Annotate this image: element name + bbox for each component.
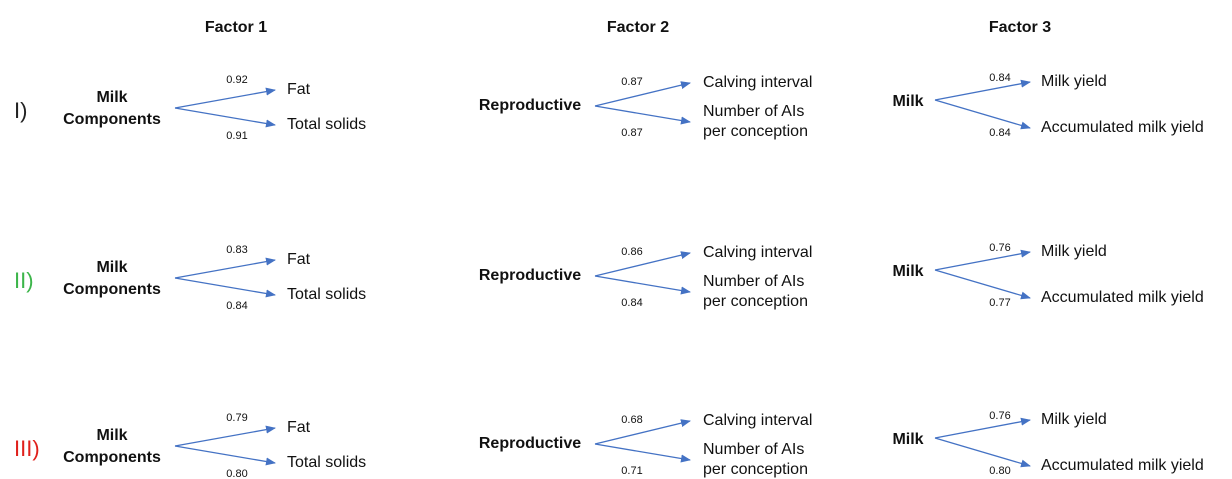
loading: 0.91 — [226, 130, 247, 142]
source-label: Reproductive — [479, 267, 581, 284]
loading: 0.84 — [989, 127, 1010, 139]
arrow — [174, 87, 276, 109]
target-label: Milk yield — [1041, 243, 1107, 260]
loading: 0.76 — [989, 242, 1010, 254]
source-label: Milk — [96, 427, 127, 444]
arrow — [934, 417, 1031, 439]
target-label: Fat — [287, 251, 311, 268]
source-label: Reproductive — [479, 435, 581, 452]
arrow — [934, 437, 1031, 468]
loading: 0.79 — [226, 412, 247, 424]
arrow — [594, 251, 691, 277]
loading: 0.77 — [989, 297, 1010, 309]
loading: 0.80 — [989, 465, 1010, 477]
loading: 0.87 — [621, 76, 642, 88]
row-label: I) — [14, 98, 27, 123]
arrow — [174, 445, 276, 466]
arrow — [594, 419, 691, 445]
arrow — [594, 275, 691, 295]
source-label: Components — [63, 111, 161, 128]
source-label: Components — [63, 449, 161, 466]
target-label: Calving interval — [703, 412, 812, 429]
arrow — [174, 425, 276, 447]
target-label: per conception — [703, 461, 808, 478]
target-label: per conception — [703, 293, 808, 310]
loading: 0.76 — [989, 410, 1010, 422]
target-label: Total solids — [287, 116, 366, 133]
loading: 0.84 — [226, 300, 247, 312]
target-label: Accumulated milk yield — [1041, 119, 1204, 136]
target-label: Number of AIs — [703, 273, 804, 290]
loading: 0.86 — [621, 246, 642, 258]
arrow — [174, 257, 276, 279]
arrow — [594, 105, 691, 125]
arrow — [934, 269, 1031, 300]
column-header: Factor 2 — [607, 19, 669, 36]
arrow — [594, 443, 691, 463]
column-header: Factor 1 — [205, 19, 267, 36]
source-label: Milk — [892, 263, 923, 280]
loading: 0.83 — [226, 244, 247, 256]
source-label: Reproductive — [479, 97, 581, 114]
loading: 0.84 — [621, 297, 642, 309]
arrow — [174, 107, 276, 128]
loading: 0.84 — [989, 72, 1010, 84]
target-label: Milk yield — [1041, 73, 1107, 90]
loading: 0.87 — [621, 127, 642, 139]
target-label: per conception — [703, 123, 808, 140]
source-label: Milk — [96, 259, 127, 276]
arrow — [594, 81, 691, 107]
source-label: Components — [63, 281, 161, 298]
column-header: Factor 3 — [989, 19, 1051, 36]
target-label: Total solids — [287, 454, 366, 471]
loading: 0.68 — [621, 414, 642, 426]
arrow — [934, 79, 1031, 101]
target-label: Fat — [287, 419, 311, 436]
arrow — [174, 277, 276, 298]
row-label: II) — [14, 268, 34, 293]
loading: 0.92 — [226, 74, 247, 86]
row-label: III) — [14, 436, 40, 461]
source-label: Milk — [96, 89, 127, 106]
source-label: Milk — [892, 93, 923, 110]
target-label: Accumulated milk yield — [1041, 289, 1204, 306]
source-label: Milk — [892, 431, 923, 448]
target-label: Number of AIs — [703, 103, 804, 120]
arrow — [934, 249, 1031, 271]
target-label: Accumulated milk yield — [1041, 457, 1204, 474]
target-label: Fat — [287, 81, 311, 98]
loading: 0.71 — [621, 465, 642, 477]
target-label: Number of AIs — [703, 441, 804, 458]
arrow — [934, 99, 1031, 130]
target-label: Total solids — [287, 286, 366, 303]
loading: 0.80 — [226, 468, 247, 479]
target-label: Milk yield — [1041, 411, 1107, 428]
target-label: Calving interval — [703, 74, 812, 91]
target-label: Calving interval — [703, 244, 812, 261]
